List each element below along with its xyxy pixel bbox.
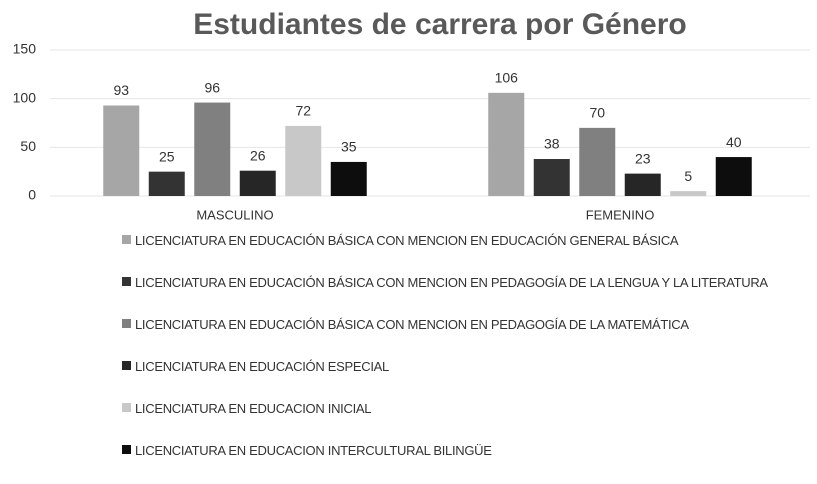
- data-label: 93: [113, 82, 129, 98]
- legend-label: LICENCIATURA EN EDUCACIÓN BÁSICA CON MEN…: [135, 275, 768, 290]
- legend-swatch: [122, 445, 131, 454]
- data-label: 35: [341, 139, 357, 155]
- legend-item: LICENCIATURA EN EDUCACIÓN ESPECIAL: [122, 358, 772, 400]
- data-label: 38: [544, 136, 560, 152]
- bar: [194, 102, 231, 196]
- y-tick-label: 150: [13, 41, 37, 57]
- legend-item: LICENCIATURA EN EDUCACIÓN BÁSICA CON MEN…: [122, 316, 772, 358]
- legend-item: LICENCIATURA EN EDUCACIÓN BÁSICA CON MEN…: [122, 232, 772, 274]
- data-label: 106: [495, 70, 519, 86]
- data-label: 26: [250, 147, 266, 163]
- y-tick-label: 0: [28, 187, 36, 203]
- legend-label: LICENCIATURA EN EDUCACIÓN BÁSICA CON MEN…: [135, 317, 689, 332]
- legend-label: LICENCIATURA EN EDUCACIÓN BÁSICA CON MEN…: [135, 233, 679, 248]
- legend-swatch: [122, 277, 131, 286]
- x-tick-label: FEMENINO: [586, 207, 655, 222]
- bar: [285, 125, 322, 196]
- bar: [715, 157, 752, 196]
- data-label: 72: [295, 103, 311, 119]
- legend-label: LICENCIATURA EN EDUCACION INICIAL: [135, 401, 372, 416]
- legend-swatch: [122, 319, 131, 328]
- legend-label: LICENCIATURA EN EDUCACION INTERCULTURAL …: [135, 443, 492, 458]
- y-tick-label: 50: [20, 138, 36, 154]
- bar: [330, 161, 367, 196]
- bar: [579, 127, 616, 196]
- legend-swatch: [122, 361, 131, 370]
- legend: LICENCIATURA EN EDUCACIÓN BÁSICA CON MEN…: [122, 232, 772, 484]
- legend-item: LICENCIATURA EN EDUCACION INICIAL: [122, 400, 772, 442]
- bar: [488, 92, 525, 196]
- data-label: 23: [635, 150, 651, 166]
- page: Estudiantes de carrera por Género 0 50 100…: [12, 7, 810, 458]
- legend-item: LICENCIATURA EN EDUCACION INTERCULTURAL …: [122, 442, 772, 484]
- bar: [148, 171, 185, 196]
- data-label: 40: [726, 134, 742, 150]
- legend-swatch: [122, 403, 131, 412]
- bar: [624, 173, 661, 196]
- data-label: 70: [589, 105, 605, 121]
- data-label: 5: [684, 168, 692, 184]
- data-label: 96: [204, 79, 220, 95]
- bar: [103, 105, 140, 196]
- chart: Estudiantes de carrera por Género 0 50 100…: [13, 8, 810, 222]
- chart-title: Estudiantes de carrera por Género: [193, 8, 687, 41]
- bar: [670, 191, 707, 196]
- legend-label: LICENCIATURA EN EDUCACIÓN ESPECIAL: [135, 359, 389, 374]
- legend-swatch: [122, 235, 131, 244]
- data-label: 25: [159, 148, 175, 164]
- legend-item: LICENCIATURA EN EDUCACIÓN BÁSICA CON MEN…: [122, 274, 772, 316]
- bar: [533, 159, 570, 196]
- x-tick-label: MASCULINO: [196, 207, 273, 222]
- y-tick-label: 100: [13, 89, 37, 105]
- bar: [239, 170, 276, 196]
